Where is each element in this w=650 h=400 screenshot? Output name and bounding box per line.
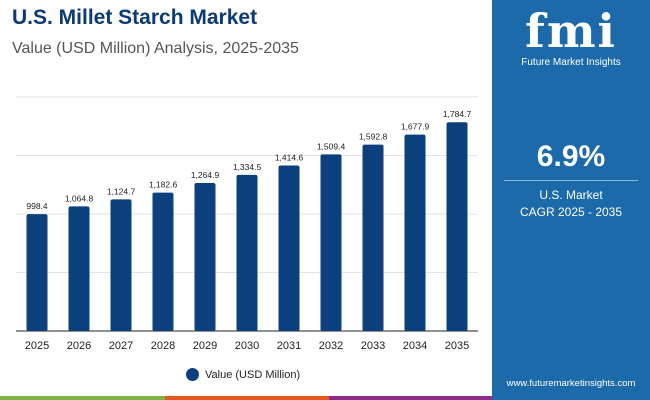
data-label: 1,592.8 <box>359 132 388 142</box>
x-tick-label: 2029 <box>193 340 217 352</box>
divider <box>504 180 638 181</box>
fmi-logo: fmi Future Market Insights <box>492 6 650 68</box>
bar <box>236 174 258 331</box>
stripe-green <box>0 396 165 400</box>
bar <box>110 199 132 331</box>
x-tick-label: 2027 <box>109 340 133 352</box>
data-label: 1,334.5 <box>233 162 262 172</box>
chart-subtitle: Value (USD Million) Analysis, 2025-2035 <box>12 40 299 57</box>
x-tick-label: 2034 <box>403 340 427 352</box>
bar <box>26 214 48 331</box>
market-label: U.S. Market <box>539 188 603 202</box>
x-tick-label: 2031 <box>277 340 301 352</box>
logo-brand: Future Market Insights <box>521 57 621 68</box>
bar <box>362 144 384 331</box>
stripe-purple <box>329 396 492 400</box>
x-tick-label: 2033 <box>361 340 385 352</box>
cagr-period-label: CAGR 2025 - 2035 <box>519 205 623 219</box>
bar <box>68 206 90 331</box>
logo-mark: fmi <box>525 4 617 58</box>
data-label: 1,124.7 <box>107 186 136 196</box>
data-label: 998.4 <box>26 201 48 211</box>
side-panel: fmi Future Market Insights 6.9% U.S. Mar… <box>492 0 650 400</box>
data-label: 1,182.6 <box>149 180 178 190</box>
data-label: 1,677.9 <box>401 122 430 132</box>
bar <box>404 134 426 331</box>
bar-chart: 998.4 2025 1,064.8 2026 1,124.7 2027 1,182.6 20… <box>16 96 478 352</box>
legend-label: Value (USD Million) <box>205 368 301 381</box>
data-label: 1,414.6 <box>275 152 304 162</box>
x-tick-label: 2028 <box>151 340 175 352</box>
chart-title: U.S. Millet Starch Market <box>12 6 258 29</box>
x-tick-label: 2035 <box>445 340 469 352</box>
stripe-orange <box>165 396 329 400</box>
cagr-value: 6.9% <box>536 140 606 173</box>
bar <box>194 183 216 331</box>
bar <box>446 122 468 332</box>
bar <box>278 165 300 331</box>
x-tick-label: 2030 <box>235 340 259 352</box>
legend-marker <box>186 368 199 381</box>
x-tick-label: 2032 <box>319 340 343 352</box>
website-link[interactable]: www.futuremarketinsights.com <box>506 378 636 389</box>
x-tick-label: 2026 <box>67 340 91 352</box>
data-label: 1,064.8 <box>65 193 94 203</box>
x-tick-label: 2025 <box>25 340 49 352</box>
data-label: 1,264.9 <box>191 170 220 180</box>
data-label: 1,509.4 <box>317 141 346 151</box>
legend: Value (USD Million) <box>186 368 300 381</box>
data-label: 1,784.7 <box>443 109 472 119</box>
bar <box>152 192 174 331</box>
bar <box>320 154 342 331</box>
